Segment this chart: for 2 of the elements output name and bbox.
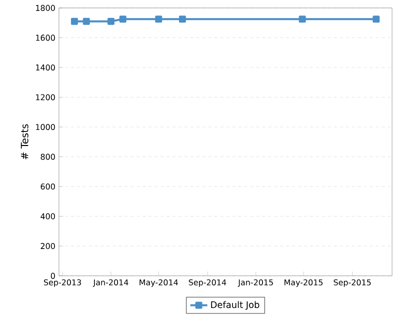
y-axis-title: # Tests: [20, 124, 28, 160]
legend-label: Default Job: [211, 301, 260, 310]
